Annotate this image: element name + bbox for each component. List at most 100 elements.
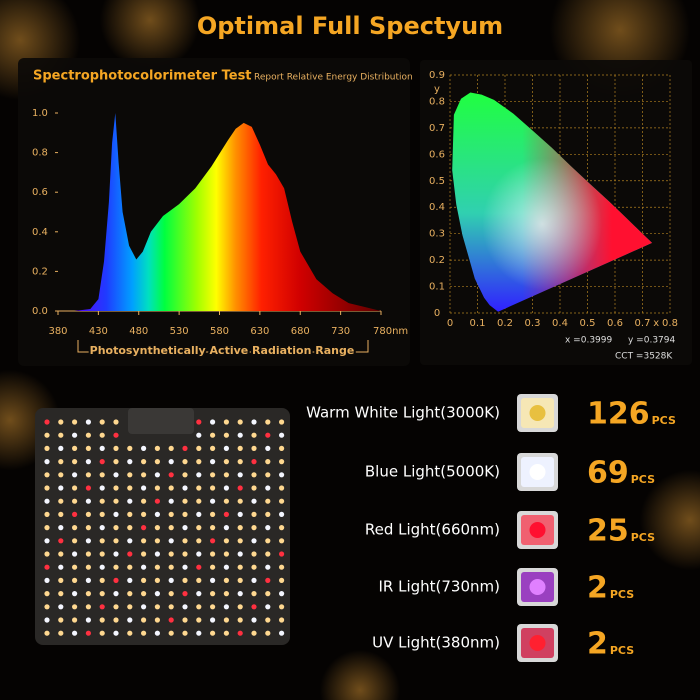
led-name: Blue Light(5000K) [365,463,500,481]
led-dot [127,525,133,531]
led-dot [85,445,91,451]
led-dot [210,445,216,451]
led-dot [196,419,202,425]
led-count: 25 [587,514,629,549]
page-title: Optimal Full Spectyum [197,12,503,40]
led-dot [251,498,257,504]
led-unit: PCS [652,414,676,427]
led-dot [72,445,78,451]
led-dot [279,577,285,584]
led-dot [85,577,91,584]
led-dot [196,445,202,451]
led-dot [251,564,257,570]
led-dot [223,432,229,438]
range-label: Photosynthetically Active Radiation Rang… [90,344,355,357]
x-tick-label: 0 [447,318,453,329]
led-dot [44,551,50,557]
led-dot [210,525,216,531]
led-dot [72,538,78,544]
led-dot [237,551,243,557]
led-dot [154,525,160,531]
y-tick-label: 0.4 [32,227,48,238]
led-dot [182,630,188,636]
y-tick-label: 1.0 [32,108,48,119]
led-dot [168,591,174,597]
led-dot [127,472,133,478]
led-dot [210,564,216,570]
led-dot [72,604,78,610]
x-tick-label: 430 [89,326,108,337]
led-dot [127,604,133,610]
led-dot [72,630,78,636]
led-dot [251,538,257,544]
led-dot [196,498,202,504]
led-dot [210,432,216,438]
driver-box [128,408,194,434]
led-dot [265,459,271,465]
led-dot [210,630,216,636]
led-dot [223,498,229,504]
led-dot [223,604,229,610]
led-dot [127,577,133,584]
led-dot [141,564,147,570]
led-dot [58,577,64,584]
led-count: 126 [587,397,650,432]
led-dot [141,551,147,557]
led-dot [168,604,174,610]
led-dot [113,432,119,438]
led-dot [237,459,243,465]
led-dot [182,538,188,544]
led-dot [154,485,160,491]
led-dot [182,617,188,623]
led-name: IR Light(730nm) [378,578,500,596]
led-dot [154,472,160,478]
led-dot [168,485,174,491]
led-dot [210,538,216,544]
led-dot [196,432,202,438]
led-dot [182,459,188,465]
led-dot [168,617,174,623]
led-name: Red Light(660nm) [365,521,500,539]
led-dot [196,630,202,636]
annotation: x =0.3999 [565,336,612,346]
led-dot [210,511,216,517]
led-dot [251,485,257,491]
led-dot [279,538,285,544]
led-dot [99,445,105,451]
led-dot [72,551,78,557]
annotation: y =0.3794 [628,336,675,346]
x-tick-label: 0.5 [580,318,596,329]
led-dot [72,525,78,531]
led-dot [141,472,147,478]
led-dot [44,459,50,465]
led-dot [141,498,147,504]
led-dot [58,485,64,491]
led-dot [85,472,91,478]
led-dot [196,604,202,610]
led-unit: PCS [610,588,634,601]
led-dot [85,630,91,636]
led-dot [251,551,257,557]
led-dot [237,617,243,623]
y-axis-label: y [434,84,440,95]
x-tick-label: 0.8 [662,318,678,329]
led-dot [210,617,216,623]
led-dot [279,485,285,491]
led-dot [141,617,147,623]
led-dot [265,432,271,438]
led-name: UV Light(380nm) [372,634,500,652]
annotation: CCT =3528K [615,352,673,362]
led-dot [113,459,119,465]
led-dot [210,498,216,504]
led-dot [127,511,133,517]
x-tick-label: 0.6 [607,318,623,329]
x-tick-label: 0.7 [635,318,651,329]
led-dot [44,472,50,478]
led-dot [265,591,271,597]
led-dot [44,617,50,623]
led-dot [99,604,105,610]
led-dot [58,498,64,504]
led-dot [237,419,243,425]
led-dot [44,577,50,584]
led-dot [44,630,50,636]
